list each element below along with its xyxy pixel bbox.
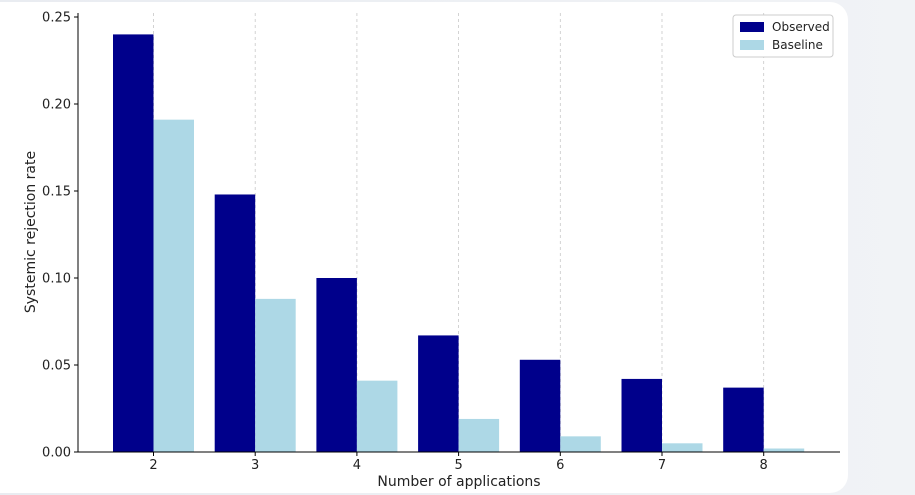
bar-observed-4 — [316, 278, 357, 452]
y-tick-label: 0.00 — [42, 446, 71, 461]
y-tick-label: 0.15 — [42, 185, 71, 200]
bar-observed-3 — [214, 194, 256, 453]
x-tick-label: 2 — [149, 458, 157, 473]
legend-swatch-observed — [740, 22, 764, 32]
y-ticks: 0.00 0.05 0.10 0.15 0.20 0.25 — [42, 11, 78, 461]
y-tick-label: 0.20 — [42, 98, 71, 113]
x-tick-label: 4 — [353, 458, 361, 473]
bar-observed-8 — [723, 387, 764, 452]
bar-baseline-8 — [763, 448, 805, 452]
bar-observed-7 — [621, 378, 662, 452]
legend-label-observed: Observed — [772, 20, 830, 34]
bar-baseline-7 — [662, 443, 703, 452]
bar-baseline-5 — [458, 418, 500, 452]
y-axis-label: Systemic rejection rate — [23, 151, 39, 313]
bar-observed-6 — [519, 359, 561, 452]
x-tick-label: 8 — [760, 458, 768, 473]
legend-swatch-baseline — [740, 40, 764, 50]
x-tick-label: 7 — [658, 458, 666, 473]
x-tick-label: 6 — [556, 458, 564, 473]
x-axis-label: Number of applications — [377, 474, 540, 490]
bars — [113, 34, 805, 453]
y-tick-label: 0.05 — [42, 359, 71, 374]
x-ticks: 2 3 4 5 6 7 8 — [149, 452, 768, 473]
legend-label-baseline: Baseline — [772, 38, 823, 52]
bar-observed-5 — [418, 335, 459, 452]
bar-baseline-2 — [153, 119, 194, 452]
legend: Observed Baseline — [732, 14, 834, 58]
bar-baseline-6 — [560, 436, 601, 452]
x-tick-label: 5 — [454, 458, 462, 473]
x-tick-label: 3 — [251, 458, 259, 473]
y-tick-label: 0.25 — [42, 11, 71, 26]
bar-baseline-3 — [255, 298, 296, 452]
bar-observed-2 — [113, 34, 154, 453]
y-tick-label: 0.10 — [42, 272, 71, 287]
bar-baseline-4 — [356, 380, 398, 452]
